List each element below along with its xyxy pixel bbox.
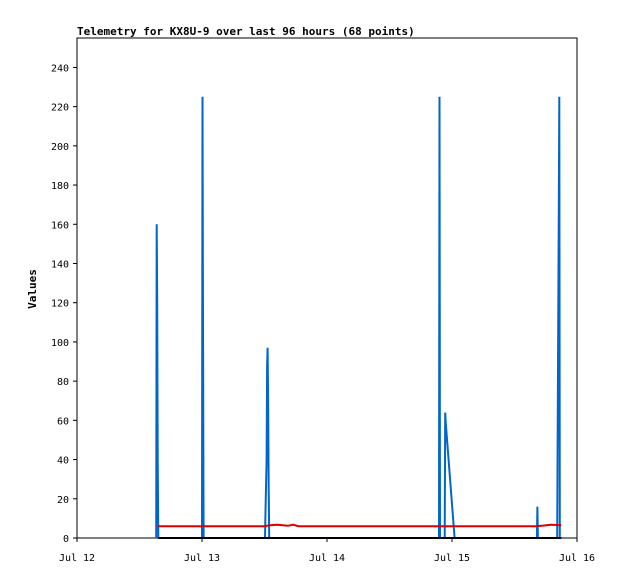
y-tick-label: 160 [51, 220, 69, 231]
y-tick-label: 180 [51, 181, 69, 192]
x-tick-label: Jul 16 [559, 553, 595, 564]
y-tick-label: 200 [51, 142, 69, 153]
y-tick-label: 100 [51, 338, 69, 349]
y-tick-label: 60 [57, 416, 69, 427]
y-tick-label: 40 [57, 456, 69, 467]
y-tick-label: 220 [51, 103, 69, 114]
y-tick-label: 20 [57, 495, 69, 506]
x-axis: Jul 12 Jul 13 Jul 14 Jul 15 Jul 16 [59, 538, 595, 564]
y-tick-label: 240 [51, 63, 69, 74]
chart-title: Telemetry for KX8U-9 over last 96 hours … [77, 25, 415, 38]
y-tick-label: 140 [51, 259, 69, 270]
y-tick-label: 120 [51, 299, 69, 310]
x-tick-label: Jul 14 [309, 553, 345, 564]
series-line-1 [155, 96, 561, 539]
y-axis: 0 20 40 60 80 100 120 140 160 180 200 220 240 [51, 63, 77, 545]
x-tick-label: Jul 12 [59, 553, 95, 564]
y-axis-label: Values [26, 269, 39, 309]
series-line-2 [158, 523, 562, 528]
series-layer [155, 96, 562, 539]
x-tick-label: Jul 13 [184, 553, 220, 564]
x-tick-label: Jul 15 [434, 553, 470, 564]
plot-frame [76, 37, 578, 539]
y-tick-label: 0 [63, 534, 69, 545]
y-tick-label: 80 [57, 377, 69, 388]
